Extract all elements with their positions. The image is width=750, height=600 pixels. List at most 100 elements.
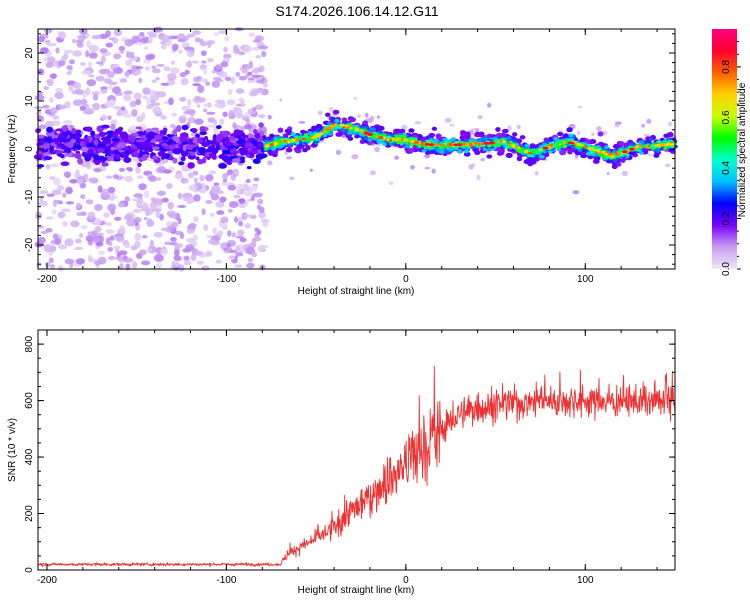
spectrogram-noise-cell: [112, 67, 123, 74]
spectrogram-noise-cell: [157, 92, 165, 97]
spectrogram-noise-cell: [165, 221, 173, 227]
spectrogram-band-cell: [123, 157, 132, 163]
spectrogram-noise-cell: [35, 211, 43, 220]
spectrogram-noise-cell: [352, 97, 358, 100]
spectrogram-noise-cell: [80, 194, 86, 200]
spectrogram-noise-cell: [108, 37, 115, 41]
spectrogram-noise-cell: [100, 55, 106, 64]
spectrogram-ridge-cell: [478, 133, 485, 138]
spectrogram-noise-cell: [139, 32, 145, 37]
spectrogram-band-cell: [190, 150, 196, 156]
spectrogram-noise-cell: [91, 35, 102, 40]
spectrogram-noise-cell: [149, 201, 157, 210]
spectrogram-noise-cell: [245, 118, 250, 124]
spectrogram-noise-cell: [45, 163, 50, 170]
spectrogram-noise-cell: [183, 260, 192, 266]
spectrogram-noise-cell: [105, 30, 111, 38]
spectrogram-peak-cell: [621, 150, 628, 154]
spectrogram-noise-cell: [79, 105, 87, 111]
spectrogram-noise-cell: [75, 238, 82, 244]
spectrogram-noise-cell: [247, 257, 253, 263]
spectrogram-noise-cell: [88, 177, 99, 184]
spectrogram-band-cell: [117, 142, 127, 149]
spectrogram-noise-cell: [192, 234, 198, 242]
spectrogram-noise-cell: [93, 218, 102, 226]
spectrogram-noise-cell: [39, 47, 49, 54]
x-tick-label: -100: [216, 274, 236, 285]
spectrogram-noise-cell: [37, 115, 45, 123]
spectrogram-noise-cell: [476, 174, 481, 181]
spectrogram-noise-cell: [153, 26, 163, 33]
spectrogram-ridge-cell: [529, 143, 536, 149]
spectrogram-noise-cell: [39, 190, 49, 195]
spectrogram-noise-cell: [131, 65, 136, 73]
spectrogram-band-cell: [208, 153, 215, 158]
spectrogram-noise-cell: [246, 262, 255, 269]
spectrogram-noise-cell: [51, 189, 62, 195]
spectrogram-peak-cell: [428, 143, 434, 147]
colorbar-tick-label: 0.8: [721, 60, 732, 74]
spectrogram-noise-cell: [151, 79, 157, 83]
spectrogram-ridge-cell: [520, 147, 524, 151]
spectrogram-band-cell: [215, 136, 221, 143]
spectrogram-ridge-cell: [549, 143, 554, 147]
spectrogram-noise-cell: [113, 245, 121, 250]
spectrogram-noise-cell: [211, 80, 221, 88]
spectrogram-noise-cell: [101, 114, 107, 121]
spectrogram-noise-cell: [239, 237, 247, 243]
spectrogram-ridge-cell: [326, 127, 331, 130]
spectrogram-ridge-cell: [578, 142, 582, 147]
spectrogram-noise-cell: [131, 261, 138, 269]
spectrogram-noise-cell: [58, 244, 68, 250]
spectrogram-noise-cell: [105, 229, 115, 234]
spectrogram-noise-cell: [127, 168, 134, 172]
spectrogram-noise-cell: [46, 193, 55, 197]
spectrogram-peak-cell: [367, 133, 373, 137]
spectrogram-noise-cell: [211, 185, 221, 193]
spectrogram-band-cell: [87, 148, 94, 155]
spectrogram-noise-cell: [133, 66, 144, 70]
spectrogram-band-cell: [240, 148, 249, 156]
spectrogram-noise-cell: [228, 249, 238, 253]
spectrogram-ridge-cell: [469, 142, 473, 147]
spectrogram-noise-cell: [88, 61, 93, 69]
spectrogram-noise-cell: [194, 250, 204, 256]
spectrogram-ridge-cell: [517, 146, 521, 150]
spectrogram-noise-cell: [187, 117, 196, 124]
spectrogram-noise-cell: [170, 67, 180, 74]
spectrogram-ridge-cell: [290, 139, 294, 142]
spectrogram-noise-cell: [35, 110, 42, 116]
spectrogram-band-cell: [258, 122, 264, 128]
spectrogram-ridge-cell: [341, 117, 348, 122]
spectrogram-noise-cell: [187, 98, 192, 107]
spectrogram-ridge-cell: [477, 142, 481, 146]
spectrogram-ridge-cell: [502, 128, 509, 134]
spectrogram-noise-cell: [205, 174, 214, 182]
spectrogram-noise-cell: [134, 71, 142, 75]
spectrogram-band-cell: [245, 154, 251, 158]
spectrogram-noise-cell: [228, 255, 236, 261]
spectrogram-noise-cell: [664, 163, 671, 168]
spectrogram-ridge-cell: [583, 145, 588, 149]
spectrogram-ridge-cell: [557, 131, 564, 137]
spectrogram-ridge-cell: [505, 152, 513, 158]
spectrogram-noise-cell: [38, 36, 45, 43]
spectrogram-noise-cell: [99, 48, 108, 53]
spectrogram-noise-cell: [424, 154, 431, 159]
spectrogram-band-cell: [195, 133, 200, 139]
spectrogram-noise-cell: [238, 198, 246, 205]
spectrogram-band-cell: [218, 154, 227, 160]
spectrogram-noise-cell: [133, 92, 142, 101]
spectrogram-ridge-cell: [354, 127, 359, 130]
spectrogram-noise-cell: [113, 106, 121, 110]
spectrogram-band-cell: [168, 144, 175, 151]
spectrogram-noise-cell: [38, 124, 47, 130]
spectrogram-noise-cell: [66, 71, 72, 75]
spectrogram-ridge-cell: [474, 150, 481, 155]
spectrogram-ridge-cell: [597, 131, 604, 137]
spectrogram-noise-cell: [85, 87, 91, 96]
spectrogram-ridge-cell: [449, 143, 452, 146]
spectrogram-noise-cell: [54, 91, 64, 100]
spectrogram-band-cell: [111, 137, 120, 142]
spectrogram-noise-cell: [49, 97, 54, 104]
